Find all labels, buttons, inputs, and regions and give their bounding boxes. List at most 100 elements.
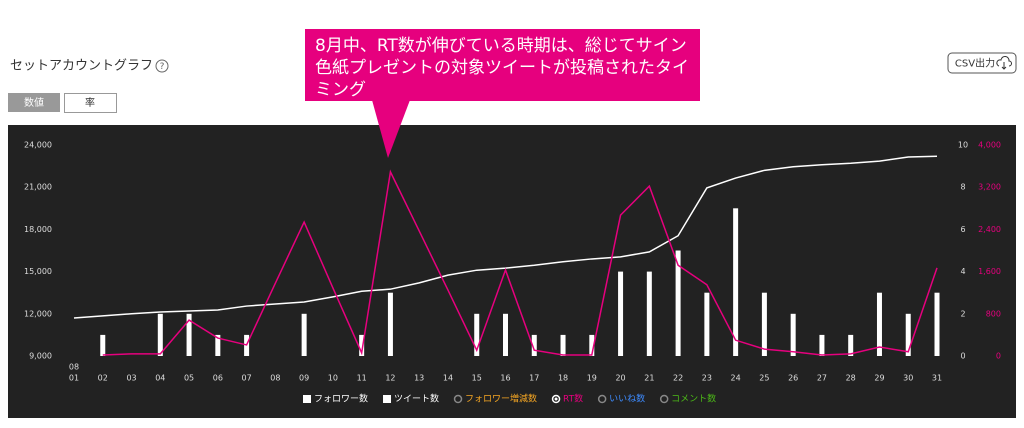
bar — [646, 271, 652, 356]
legend-radio — [551, 394, 561, 404]
toggle-selected[interactable] — [8, 93, 60, 112]
y2-tick-label: 8 — [960, 183, 965, 192]
legend-label: いいね数 — [609, 393, 645, 405]
bar — [934, 292, 940, 356]
y3-tick-label: 0 — [996, 352, 1001, 361]
x-tick-label: 01 — [69, 374, 79, 383]
x-tick-label: 17 — [529, 374, 539, 383]
x-tick-label: 18 — [558, 374, 568, 383]
x-tick-label: 12 — [385, 374, 395, 383]
x-tick-label: 08 — [270, 374, 280, 383]
bar — [215, 334, 221, 356]
bar — [733, 208, 739, 356]
bar — [819, 334, 825, 356]
bar — [589, 334, 595, 356]
bar — [531, 334, 537, 356]
bar — [560, 334, 566, 356]
y-tick-label: 24,000 — [24, 141, 52, 150]
y2-tick-label: 10 — [958, 141, 968, 150]
x-tick-label: 25 — [759, 374, 769, 383]
plot: 9,00012,00015,00018,00021,00024,00002468… — [24, 141, 1001, 405]
y3-tick-label: 4,000 — [978, 141, 1001, 150]
chart-background — [8, 125, 1016, 418]
x-tick-label: 27 — [817, 374, 827, 383]
y2-tick-label: 6 — [960, 225, 965, 234]
x-tick-label: 21 — [644, 374, 654, 383]
x-tick-label: 16 — [500, 374, 510, 383]
x-tick-label: 24 — [731, 374, 741, 383]
legend-label: フォロワー数 — [314, 393, 368, 405]
x-tick-label: 28 — [846, 374, 856, 383]
cloud-icon — [996, 56, 1012, 70]
bar — [848, 334, 854, 356]
bar — [790, 313, 796, 356]
x-tick-label: 20 — [615, 374, 625, 383]
bar — [905, 313, 911, 356]
bar — [675, 250, 681, 356]
help-icon[interactable] — [155, 59, 169, 73]
callout-pointer — [372, 100, 410, 158]
x-tick-label: 10 — [328, 374, 338, 383]
line — [102, 169, 938, 356]
csv-button[interactable] — [947, 52, 1017, 74]
legend-radio-dot — [554, 397, 558, 401]
y2-tick-label: 0 — [960, 352, 965, 361]
toggle-label: 数値 — [24, 96, 44, 109]
x-tick-label: 15 — [472, 374, 482, 383]
x-tick-label: 05 — [184, 374, 194, 383]
bar — [503, 313, 508, 356]
x-tick-label: 11 — [357, 374, 367, 383]
y-tick-label: 12,000 — [24, 309, 52, 318]
x-tick-label: 03 — [126, 374, 136, 383]
x-month-label: 08 — [69, 363, 79, 372]
bar — [186, 313, 192, 356]
bar — [157, 313, 163, 356]
legend-label: ツイート数 — [394, 393, 439, 405]
x-tick-label: 23 — [702, 374, 712, 383]
help-icon-text: ? — [160, 62, 165, 72]
x-tick-label: 13 — [414, 374, 424, 383]
page-title: セットアカウントグラフ — [10, 59, 153, 74]
csv-button-label: CSV出力 — [955, 57, 995, 70]
y-tick-label: 18,000 — [24, 225, 52, 234]
toggle-label: 率 — [85, 96, 95, 109]
x-tick-label: 29 — [874, 374, 884, 383]
legend-radio — [659, 394, 669, 404]
x-tick-label: 09 — [299, 374, 309, 383]
x-tick-label: 02 — [98, 374, 108, 383]
y-tick-label: 9,000 — [29, 352, 52, 361]
bar — [704, 292, 710, 356]
x-tick-label: 06 — [213, 374, 223, 383]
y3-tick-label: 2,400 — [978, 225, 1001, 234]
x-tick-label: 07 — [242, 374, 252, 383]
legend-label: RT数 — [563, 393, 583, 405]
y-tick-label: 15,000 — [24, 267, 52, 276]
x-tick-label: 14 — [443, 374, 453, 383]
x-tick-label: 31 — [932, 374, 942, 383]
y3-tick-label: 1,600 — [978, 267, 1001, 276]
toggle[interactable] — [64, 93, 117, 113]
y-tick-label: 21,000 — [24, 183, 52, 192]
legend-label: コメント数 — [671, 393, 716, 405]
bar — [100, 334, 106, 356]
bar — [876, 292, 882, 356]
bar — [618, 271, 624, 356]
y2-tick-label: 2 — [960, 309, 965, 318]
legend-label: フォロワー増減数 — [465, 393, 537, 405]
x-tick-label: 26 — [788, 374, 798, 383]
legend-swatch — [383, 395, 392, 403]
legend-radio — [453, 394, 463, 404]
x-tick-label: 04 — [155, 374, 165, 383]
bar — [761, 292, 767, 356]
bar — [474, 313, 480, 356]
bar — [301, 313, 307, 356]
legend-swatch — [303, 395, 311, 403]
x-tick-label: 30 — [903, 374, 913, 383]
bar — [387, 292, 393, 356]
y3-tick-label: 3,200 — [978, 183, 1001, 192]
callout: 8月中、RT数が伸びている時期は、総じてサイン色紙プレゼントの対象ツイートが投稿… — [305, 29, 700, 101]
x-tick-label: 22 — [673, 374, 683, 383]
y2-tick-label: 4 — [960, 267, 965, 276]
